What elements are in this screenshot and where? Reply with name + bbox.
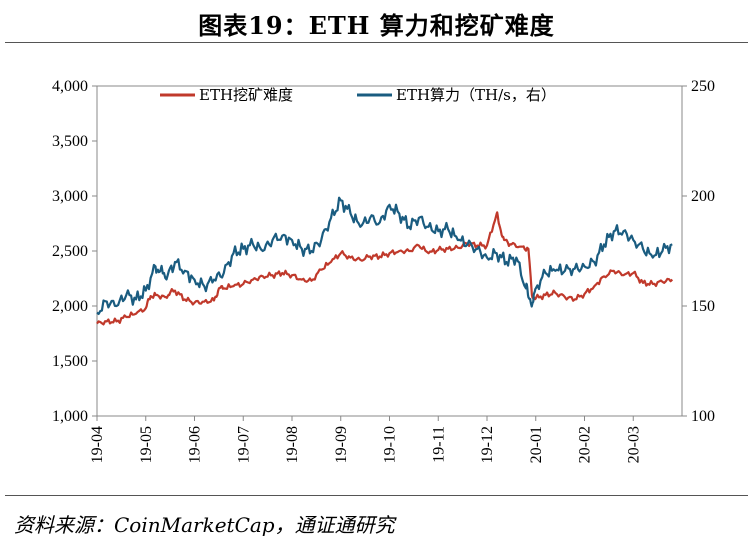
y-axis-right: 100 150 200 250 [682, 78, 715, 425]
y-tick-label-left: 3,500 [52, 133, 88, 150]
x-tick-label: 19-11 [430, 426, 447, 463]
source-divider [5, 495, 748, 496]
y-tick-label-left: 2,500 [52, 243, 88, 260]
y-tick-label-left: 1,000 [52, 408, 88, 425]
y-tick-label-right: 150 [691, 298, 715, 315]
y-axis-left: 1,000 1,500 2,000 2,500 3,000 3,500 4,000 [52, 78, 97, 425]
y-tick-label-right: 100 [691, 408, 715, 425]
x-tick-label: 19-08 [284, 426, 301, 463]
x-tick-label: 19-04 [89, 426, 106, 463]
plot-area [96, 85, 683, 417]
x-tick-label: 19-09 [333, 426, 350, 463]
legend-label-difficulty: ETH挖矿难度 [199, 86, 293, 104]
x-tick-label: 20-02 [577, 426, 594, 463]
x-tick-label: 19-07 [235, 426, 252, 463]
x-tick-label: 19-12 [479, 426, 496, 463]
title-divider [5, 42, 748, 43]
y-tick-label-right: 250 [691, 78, 715, 95]
y-tick-label-left: 3,000 [52, 188, 88, 205]
x-tick-label: 20-01 [528, 426, 545, 463]
series-line-difficulty [96, 211, 674, 326]
y-tick-label-left: 4,000 [52, 78, 88, 95]
x-tick-label: 20-03 [625, 426, 642, 463]
source-note: 资料来源：CoinMarketCap，通证通研究 [14, 513, 395, 537]
y-tick-label-right: 200 [691, 188, 715, 205]
legend-label-hashrate: ETH算力（TH/s，右） [396, 86, 556, 104]
x-tick-label: 19-10 [382, 426, 399, 463]
y-tick-label-left: 2,000 [52, 298, 88, 315]
x-tick-label: 19-06 [187, 426, 204, 463]
y-tick-label-left: 1,500 [52, 353, 88, 370]
series-line-hashrate [96, 196, 673, 315]
series-lines [96, 196, 674, 326]
chart-title: 图表19：ETH 算力和挖矿难度 [198, 11, 555, 40]
legend: ETH挖矿难度 ETH算力（TH/s，右） [160, 86, 556, 104]
x-tick-label: 19-05 [138, 426, 155, 463]
x-axis: 19-04 19-05 19-06 19-07 19-08 19-09 19-10 19-11… [89, 416, 642, 463]
